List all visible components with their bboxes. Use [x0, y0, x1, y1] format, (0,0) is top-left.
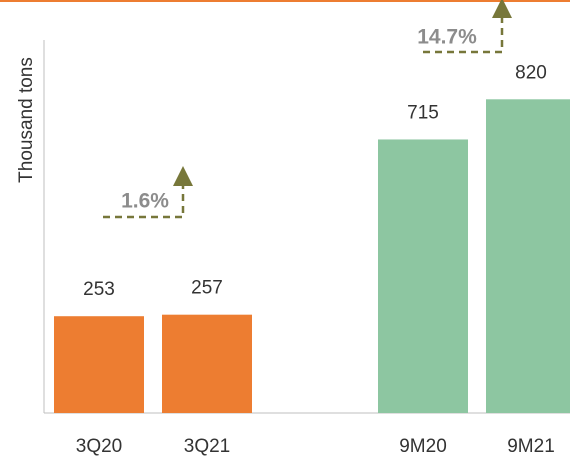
x-tick-label: 3Q21 [184, 436, 230, 457]
value-label: 253 [83, 279, 115, 300]
growth-arrow [103, 166, 193, 219]
bar [54, 316, 144, 413]
growth-label: 14.7% [417, 26, 477, 49]
bar [486, 99, 570, 414]
x-tick-label: 9M21 [507, 436, 555, 457]
growth-arrow [423, 0, 512, 54]
growth-label: 1.6% [121, 190, 169, 213]
value-label: 715 [407, 102, 439, 123]
value-label: 820 [515, 62, 547, 83]
x-tick-label: 9M20 [399, 436, 447, 457]
bar [162, 314, 252, 413]
x-tick-label: 3Q20 [76, 436, 122, 457]
top-rule [0, 0, 570, 2]
bar [378, 139, 468, 413]
y-axis-label: Thousand tons [16, 57, 37, 183]
value-label: 257 [191, 278, 223, 299]
